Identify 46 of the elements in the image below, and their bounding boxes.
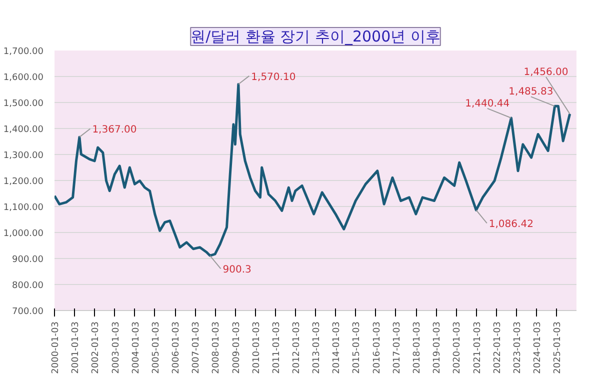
x-tick-label: 2018-01-03 bbox=[412, 321, 423, 374]
annotation: 1,086.42 bbox=[488, 219, 534, 230]
y-tick-label: 900.00 bbox=[12, 255, 44, 265]
y-tick-label: 700.00 bbox=[12, 307, 44, 317]
y-tick-label: 800.00 bbox=[12, 281, 44, 291]
x-tick-label: 2010-01-03 bbox=[252, 321, 262, 374]
x-tick-label: 2015-01-03 bbox=[352, 321, 362, 374]
x-tick-label: 2006-01-03 bbox=[172, 321, 182, 374]
x-tick-label: 2020-01-03 bbox=[452, 321, 463, 374]
y-tick-label: 1,300.00 bbox=[3, 151, 44, 161]
x-tick-label: 2009-01-03 bbox=[232, 321, 242, 374]
x-tick-label: 2011-01-03 bbox=[272, 321, 282, 374]
x-tick-label: 2002-01-03 bbox=[91, 321, 102, 374]
y-tick-label: 1,500.00 bbox=[3, 99, 44, 109]
annotation: 900.3 bbox=[222, 264, 252, 276]
annotation: 1,485.83 bbox=[508, 86, 554, 98]
y-tick-label: 1,000.00 bbox=[3, 229, 44, 239]
x-tick-label: 2024-01-03 bbox=[532, 321, 543, 374]
y-tick-label: 1,100.00 bbox=[3, 203, 44, 213]
x-tick-label: 2000-01-03 bbox=[51, 321, 61, 374]
x-tick-label: 2001-01-03 bbox=[71, 321, 82, 374]
x-tick-label: 2022-01-03 bbox=[492, 321, 503, 374]
chart-title: 원/달러 환율 장기 추이_2000년 이후 bbox=[190, 28, 440, 46]
annotation: 1,570.10 bbox=[251, 72, 296, 83]
x-tick-label: 2016-01-03 bbox=[372, 321, 382, 374]
annotation: 1,367.00 bbox=[92, 124, 137, 136]
x-tick-label: 2025-01-03 bbox=[553, 321, 564, 374]
x-tick-label: 2005-01-03 bbox=[151, 321, 162, 374]
x-tick-label: 2003-01-03 bbox=[111, 321, 122, 374]
x-tick-label: 2004-01-03 bbox=[131, 321, 142, 374]
line-series bbox=[54, 83, 572, 257]
annotation: 1,456.00 bbox=[524, 67, 568, 78]
x-tick-label: 2007-01-03 bbox=[192, 321, 202, 374]
x-tick-label: 2014-01-03 bbox=[332, 321, 342, 374]
y-tick-label: 1,400.00 bbox=[3, 125, 44, 135]
x-tick-label: 2023-01-03 bbox=[512, 321, 523, 374]
x-tick-label: 2021-01-03 bbox=[472, 321, 483, 374]
x-tick-label: 2017-01-03 bbox=[392, 321, 402, 374]
x-tick-label: 2008-01-03 bbox=[212, 321, 222, 374]
y-tick-label: 1,600.00 bbox=[3, 73, 44, 83]
x-tick-label: 2019-01-03 bbox=[432, 321, 443, 374]
x-tick-label: 2012-01-03 bbox=[292, 321, 302, 374]
y-tick-label: 1,200.00 bbox=[3, 177, 44, 187]
x-tick-label: 2013-01-03 bbox=[312, 321, 322, 374]
y-tick-label: 1,700.00 bbox=[3, 47, 44, 57]
annotation: 1,440.44 bbox=[465, 98, 510, 110]
